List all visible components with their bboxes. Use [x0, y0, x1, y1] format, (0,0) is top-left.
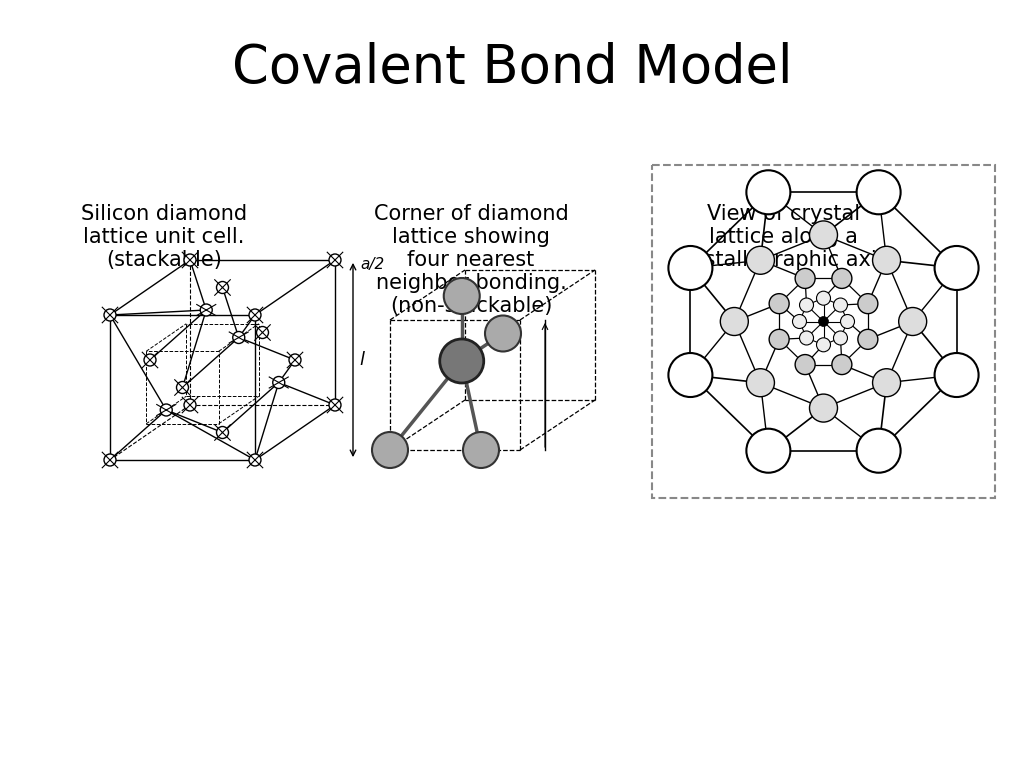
Circle shape — [184, 254, 196, 266]
Circle shape — [834, 298, 848, 312]
Circle shape — [746, 170, 791, 214]
Circle shape — [746, 429, 791, 473]
Circle shape — [769, 293, 790, 313]
Circle shape — [669, 353, 713, 397]
Circle shape — [289, 354, 301, 366]
Text: Corner of diamond
lattice showing
four nearest
neighbor bonding.
(non-stackable): Corner of diamond lattice showing four n… — [374, 204, 568, 316]
Circle shape — [184, 399, 196, 411]
Circle shape — [795, 269, 815, 289]
Circle shape — [935, 246, 979, 290]
Circle shape — [669, 246, 713, 290]
Circle shape — [857, 429, 901, 473]
Circle shape — [216, 426, 228, 439]
Circle shape — [834, 331, 848, 345]
Circle shape — [810, 394, 838, 422]
Circle shape — [144, 354, 156, 366]
Circle shape — [858, 293, 878, 313]
Text: a/2: a/2 — [360, 257, 384, 273]
Circle shape — [372, 432, 408, 468]
Circle shape — [746, 369, 774, 397]
Circle shape — [800, 298, 813, 312]
Circle shape — [769, 329, 790, 349]
Text: l: l — [359, 351, 364, 369]
Circle shape — [272, 376, 285, 389]
Circle shape — [160, 404, 172, 416]
Circle shape — [810, 221, 838, 249]
Circle shape — [831, 355, 852, 375]
Circle shape — [329, 254, 341, 266]
Circle shape — [872, 247, 900, 274]
Circle shape — [216, 282, 228, 293]
Circle shape — [249, 309, 261, 321]
Text: View of crystal
lattice along a
crystallographic axis.: View of crystal lattice along a crystall… — [672, 204, 895, 270]
Circle shape — [872, 369, 900, 397]
Bar — [652, 165, 995, 498]
Circle shape — [485, 316, 521, 352]
Circle shape — [857, 170, 901, 214]
Circle shape — [720, 307, 749, 336]
Circle shape — [841, 315, 854, 329]
Circle shape — [746, 247, 774, 274]
Circle shape — [818, 316, 828, 326]
Circle shape — [439, 339, 483, 383]
Circle shape — [793, 315, 807, 329]
Circle shape — [104, 309, 116, 321]
Circle shape — [858, 329, 878, 349]
Circle shape — [463, 432, 499, 468]
Circle shape — [795, 355, 815, 375]
Circle shape — [816, 338, 830, 352]
Circle shape — [935, 353, 979, 397]
Circle shape — [232, 332, 245, 343]
Circle shape — [816, 291, 830, 305]
Circle shape — [249, 454, 261, 466]
Circle shape — [800, 331, 813, 345]
Circle shape — [201, 304, 212, 316]
Circle shape — [104, 454, 116, 466]
Circle shape — [899, 307, 927, 336]
Circle shape — [329, 399, 341, 411]
Text: Covalent Bond Model: Covalent Bond Model — [231, 42, 793, 94]
Circle shape — [443, 278, 480, 314]
Circle shape — [256, 326, 268, 339]
Text: Silicon diamond
lattice unit cell.
(stackable): Silicon diamond lattice unit cell. (stac… — [81, 204, 247, 270]
Circle shape — [831, 269, 852, 289]
Circle shape — [176, 382, 188, 393]
